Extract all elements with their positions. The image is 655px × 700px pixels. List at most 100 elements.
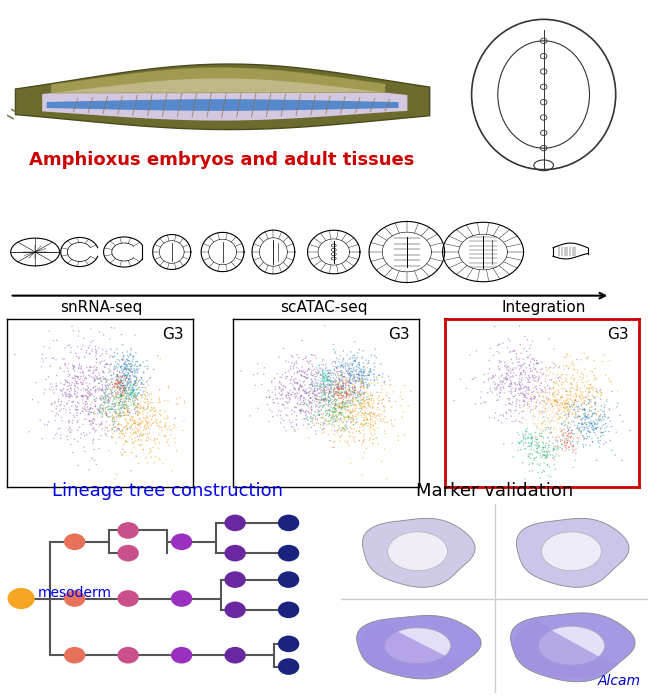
Point — [367, 438, 378, 449]
Point — [533, 374, 544, 386]
Point — [134, 418, 144, 429]
Point — [615, 410, 626, 421]
Point — [533, 438, 544, 449]
Point — [362, 391, 372, 402]
Point — [359, 434, 369, 445]
Point — [322, 405, 333, 416]
Point — [291, 391, 302, 402]
Point — [552, 398, 563, 409]
Point — [527, 394, 537, 405]
Point — [94, 326, 105, 337]
Point — [550, 408, 560, 419]
Point — [379, 444, 390, 455]
Point — [314, 409, 325, 420]
Point — [79, 374, 90, 385]
Point — [65, 407, 75, 418]
Point — [502, 369, 512, 380]
Point — [348, 411, 358, 422]
Point — [94, 370, 105, 381]
Point — [567, 409, 578, 420]
Point — [574, 406, 584, 417]
Point — [128, 391, 139, 402]
Point — [126, 343, 136, 354]
Point — [501, 400, 512, 411]
Point — [500, 373, 510, 384]
Point — [79, 427, 89, 438]
Point — [502, 407, 512, 418]
Point — [568, 416, 578, 427]
Point — [329, 395, 339, 406]
Point — [296, 405, 307, 416]
Point — [135, 407, 145, 419]
Point — [64, 369, 75, 380]
Point — [24, 426, 34, 438]
Point — [138, 356, 148, 368]
Point — [105, 378, 115, 389]
Point — [69, 388, 80, 399]
Point — [352, 393, 362, 404]
Point — [293, 424, 303, 435]
Point — [117, 397, 128, 408]
Point — [135, 385, 145, 396]
Point — [591, 424, 602, 435]
Point — [533, 406, 544, 417]
Point — [582, 353, 593, 364]
Point — [364, 379, 375, 391]
Point — [318, 402, 328, 413]
Point — [66, 382, 76, 393]
Text: scATAC-seq: scATAC-seq — [280, 300, 368, 315]
Point — [311, 371, 322, 382]
Point — [73, 362, 84, 373]
Point — [367, 416, 378, 427]
Point — [301, 393, 311, 405]
Point — [293, 388, 303, 399]
Point — [308, 389, 318, 400]
Point — [325, 365, 335, 376]
Point — [546, 471, 556, 482]
Point — [90, 399, 101, 410]
Point — [94, 419, 105, 430]
Point — [559, 440, 569, 452]
Point — [531, 432, 541, 443]
Point — [114, 377, 124, 388]
Point — [134, 382, 144, 393]
Point — [119, 363, 130, 374]
Point — [333, 379, 343, 390]
Point — [128, 438, 139, 449]
Point — [571, 389, 581, 400]
Point — [508, 364, 518, 375]
Point — [349, 385, 360, 396]
Point — [274, 405, 284, 416]
Point — [310, 410, 320, 421]
Point — [321, 373, 331, 384]
Point — [520, 369, 531, 380]
Point — [113, 423, 123, 434]
Point — [544, 410, 555, 421]
Point — [60, 342, 70, 354]
Point — [511, 400, 521, 412]
Point — [366, 428, 377, 439]
Point — [85, 399, 96, 410]
Point — [333, 377, 343, 388]
Point — [552, 398, 563, 409]
Point — [560, 445, 571, 456]
Point — [335, 366, 345, 377]
Point — [338, 345, 348, 356]
Point — [584, 386, 595, 398]
Point — [359, 366, 369, 377]
Point — [91, 348, 102, 359]
Point — [506, 378, 516, 389]
Point — [329, 411, 340, 422]
Point — [90, 393, 100, 405]
Point — [531, 427, 541, 438]
Point — [565, 419, 576, 430]
Point — [163, 434, 174, 445]
Point — [143, 379, 154, 391]
Point — [498, 337, 508, 349]
Point — [328, 377, 339, 388]
Point — [65, 426, 75, 438]
Point — [119, 402, 130, 414]
Point — [81, 399, 91, 410]
Point — [384, 393, 394, 404]
Point — [554, 394, 565, 405]
